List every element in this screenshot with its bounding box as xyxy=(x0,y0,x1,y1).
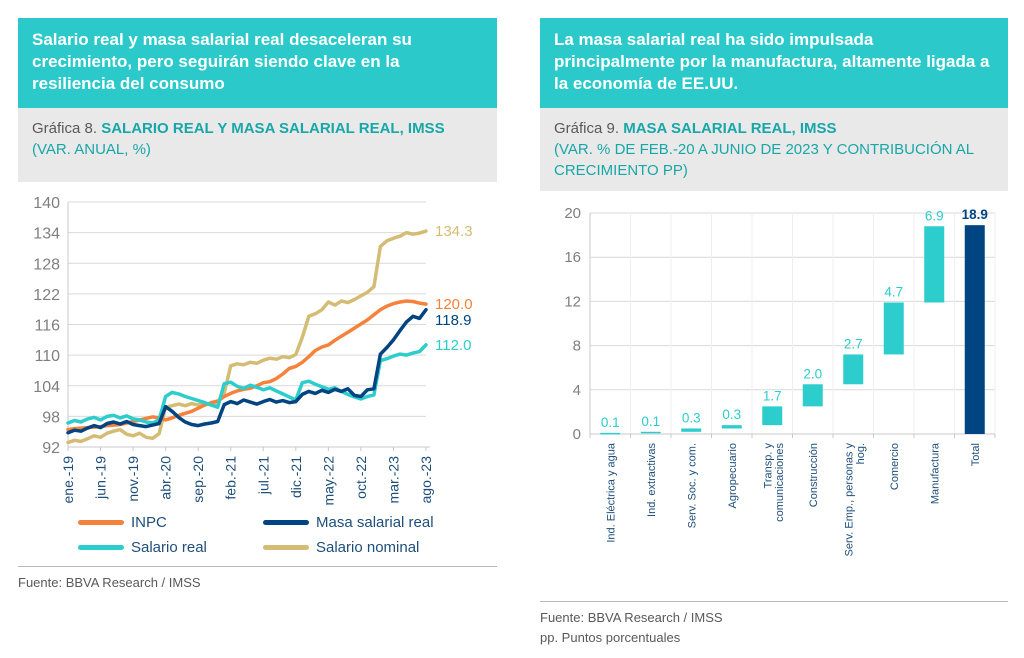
left-caption-prefix: Gráfica 8. xyxy=(32,120,98,137)
svg-text:oct.-22: oct.-22 xyxy=(353,456,369,499)
legend-swatch-masa-salarial-real xyxy=(263,520,309,525)
pp-note: pp. Puntos porcentuales xyxy=(540,630,681,646)
svg-text:abr.-20: abr.-20 xyxy=(158,456,174,500)
svg-text:4.7: 4.7 xyxy=(884,285,903,300)
svg-text:ene.-19: ene.-19 xyxy=(60,456,76,504)
svg-text:4: 4 xyxy=(573,382,581,399)
svg-text:6.9: 6.9 xyxy=(925,208,944,223)
svg-text:jul.-21: jul.-21 xyxy=(255,456,271,495)
svg-text:128: 128 xyxy=(33,256,60,273)
svg-text:mar.-23: mar.-23 xyxy=(385,456,401,504)
legend-label-masa-salarial-real: Masa salarial real xyxy=(316,514,434,531)
svg-text:12: 12 xyxy=(564,293,581,310)
svg-text:feb.-21: feb.-21 xyxy=(223,456,239,500)
waterfall-chart: 0 4 8 12 16 20 0.1 Ind. Eléctrica y agua 0.1 Ind.… xyxy=(564,205,996,557)
svg-text:Ind. extractivas: Ind. extractivas xyxy=(646,443,658,517)
legend-item-inpc: INPC xyxy=(78,514,263,531)
svg-text:0: 0 xyxy=(573,426,581,443)
svg-text:140: 140 xyxy=(33,195,60,212)
svg-text:Manufactura: Manufactura xyxy=(929,442,941,504)
left-chart-caption: Gráfica 8. SALARIO REAL Y MASA SALARIAL … xyxy=(18,108,497,182)
right-caption-title: MASA SALARIAL REAL, IMSS xyxy=(623,120,837,137)
legend-label-inpc: INPC xyxy=(131,514,167,531)
left-footer-divider xyxy=(18,566,497,567)
left-source-note: Fuente: BBVA Research / IMSS xyxy=(18,575,201,590)
svg-text:18.9: 18.9 xyxy=(962,207,988,222)
right-caption-prefix: Gráfica 9. xyxy=(554,120,620,137)
left-caption-subtitle: (VAR. ANUAL, %) xyxy=(32,141,151,158)
svg-text:ago.-23: ago.-23 xyxy=(418,456,434,504)
legend-label-salario-real: Salario real xyxy=(131,539,207,556)
svg-text:Ind. Eléctrica y agua: Ind. Eléctrica y agua xyxy=(605,442,617,543)
svg-text:104: 104 xyxy=(33,379,60,396)
svg-text:92: 92 xyxy=(42,440,60,457)
svg-text:116: 116 xyxy=(34,318,60,335)
svg-text:Transp. ycomunicaciones: Transp. ycomunicaciones xyxy=(762,443,786,522)
svg-text:16: 16 xyxy=(564,249,581,266)
legend-swatch-salario-real xyxy=(78,545,124,550)
line-chart: 92 98 104 110 116 122 128 134 140 ene.-19 jun.-19 n… xyxy=(33,195,473,506)
svg-text:2.0: 2.0 xyxy=(803,366,822,381)
svg-text:jun.-19: jun.-19 xyxy=(93,456,109,500)
svg-text:Agropecuario: Agropecuario xyxy=(727,443,739,508)
svg-text:Serv. Soc. y com.: Serv. Soc. y com. xyxy=(686,443,698,528)
line-chart-legend: INPC Masa salarial real Salario real Sal… xyxy=(78,514,497,556)
svg-text:112.0: 112.0 xyxy=(435,337,471,354)
legend-item-salario-nominal: Salario nominal xyxy=(263,539,497,556)
right-banner-headline: La masa salarial real ha sido impulsada … xyxy=(540,18,1008,108)
svg-text:Construcción: Construcción xyxy=(808,443,820,507)
legend-swatch-salario-nominal xyxy=(263,545,309,550)
line-chart-container: 92 98 104 110 116 122 128 134 140 ene.-19 jun.-19 n… xyxy=(18,190,497,512)
svg-text:0.1: 0.1 xyxy=(641,414,660,429)
svg-text:20: 20 xyxy=(564,205,581,222)
svg-text:1.7: 1.7 xyxy=(763,388,782,403)
legend-swatch-inpc xyxy=(78,520,124,525)
svg-text:Serv. Emp., personas yhog.: Serv. Emp., personas yhog. xyxy=(843,443,867,557)
svg-text:134: 134 xyxy=(33,226,60,243)
svg-text:0.3: 0.3 xyxy=(682,410,701,425)
svg-text:0.3: 0.3 xyxy=(722,407,741,422)
svg-text:110: 110 xyxy=(34,348,60,365)
svg-text:may.-22: may.-22 xyxy=(320,456,336,506)
right-chart-caption: Gráfica 9. MASA SALARIAL REAL, IMSS (VAR… xyxy=(540,108,1008,191)
legend-item-salario-real: Salario real xyxy=(78,539,263,556)
svg-text:sep.-20: sep.-20 xyxy=(190,456,206,503)
legend-label-salario-nominal: Salario nominal xyxy=(316,539,420,556)
svg-text:8: 8 xyxy=(573,338,581,355)
svg-text:134.3: 134.3 xyxy=(435,223,473,240)
waterfall-chart-container: 0 4 8 12 16 20 0.1 Ind. Eléctrica y agua 0.1 Ind.… xyxy=(540,199,1008,595)
left-caption-title: SALARIO REAL Y MASA SALARIAL REAL, IMSS xyxy=(101,120,445,137)
left-panel: Salario real y masa salarial real desace… xyxy=(18,18,497,593)
svg-text:0.1: 0.1 xyxy=(601,415,620,430)
svg-text:120.0: 120.0 xyxy=(435,296,473,313)
legend-item-masa-salarial-real: Masa salarial real xyxy=(263,514,497,531)
svg-text:2.7: 2.7 xyxy=(844,336,863,351)
svg-text:Total: Total xyxy=(970,443,982,466)
right-caption-subtitle: (VAR. % DE FEB.-20 A JUNIO DE 2023 Y CON… xyxy=(554,141,974,179)
svg-text:122: 122 xyxy=(33,287,60,304)
svg-text:98: 98 xyxy=(42,409,60,426)
svg-text:118.9: 118.9 xyxy=(435,312,471,329)
svg-text:dic.-21: dic.-21 xyxy=(288,456,304,498)
svg-text:Comercio: Comercio xyxy=(889,443,901,490)
svg-text:nov.-19: nov.-19 xyxy=(125,456,141,502)
right-panel: La masa salarial real ha sido impulsada … xyxy=(540,18,1008,648)
right-source-note: Fuente: BBVA Research / IMSS xyxy=(540,610,723,625)
right-footer-divider xyxy=(540,601,1008,602)
left-banner-headline: Salario real y masa salarial real desace… xyxy=(18,18,497,108)
